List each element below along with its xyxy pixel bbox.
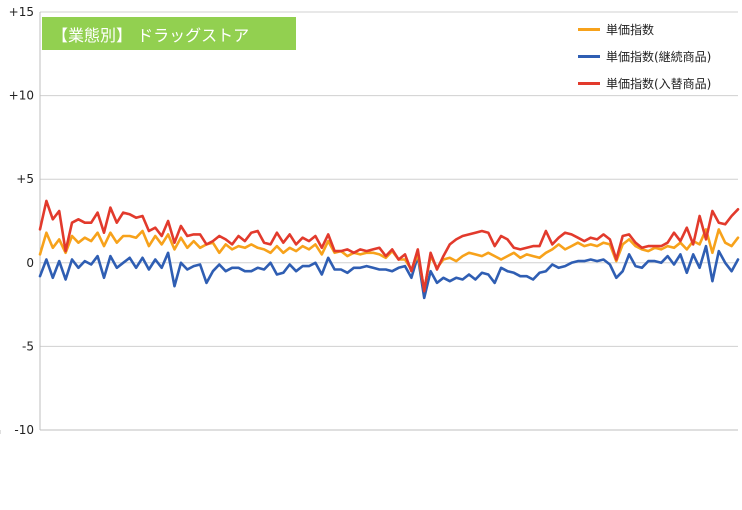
legend-swatch-replacement-items [578, 82, 600, 85]
y-tick-labels: +15 +10 +5 0 -5 -10 [9, 5, 34, 437]
legend-swatch-continuing-items [578, 55, 600, 58]
y-tick-label: +15 [9, 5, 34, 19]
legend-swatch-unit-price [578, 28, 600, 31]
legend: 単価指数 単価指数(継続商品) 単価指数(入替商品) [578, 16, 711, 97]
y-tick-label: -10 [14, 423, 34, 437]
legend-label-replacement-items: 単価指数(入替商品) [606, 77, 712, 91]
y-tick-label: 0 [26, 256, 34, 270]
series-line-continuing-items [38, 244, 740, 300]
legend-item-unit-price: 単価指数 [578, 16, 711, 43]
plot-area [38, 199, 740, 300]
legend-item-replacement-items: 単価指数(入替商品) [578, 70, 711, 97]
legend-item-continuing-items: 単価指数(継続商品) [578, 43, 711, 70]
legend-label-unit-price: 単価指数 [606, 23, 655, 37]
y-tick-label: -5 [22, 339, 34, 353]
y-tick-label: +10 [9, 89, 34, 103]
legend-label-continuing-items: 単価指数(継続商品) [606, 50, 712, 64]
y-tick-label: +5 [16, 172, 34, 186]
series-line-replacement-items [38, 199, 740, 293]
chart-title: 【業態別】 ドラッグストア [42, 17, 296, 50]
